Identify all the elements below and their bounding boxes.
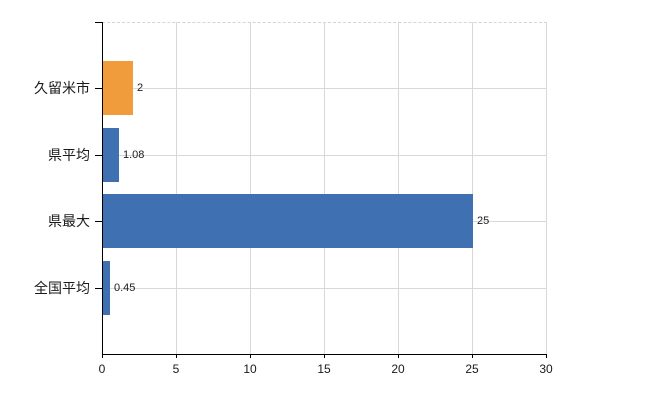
vertical-gridline xyxy=(472,22,473,354)
x-axis-line xyxy=(102,354,547,355)
vertical-gridline xyxy=(398,22,399,354)
y-axis-top-tick xyxy=(95,22,102,23)
x-axis-tick xyxy=(176,354,177,358)
value-label: 0.45 xyxy=(114,282,136,294)
x-axis-tick xyxy=(324,354,325,358)
vertical-gridline xyxy=(176,22,177,354)
y-axis-tick xyxy=(95,88,102,89)
category-label: 久留米市 xyxy=(34,80,90,96)
x-axis-tick xyxy=(398,354,399,358)
x-axis-tick-label: 20 xyxy=(391,362,405,376)
category-label: 県平均 xyxy=(48,147,90,163)
bar xyxy=(103,194,473,248)
x-axis-tick-label: 15 xyxy=(317,362,331,376)
x-axis-tick xyxy=(250,354,251,358)
value-label: 2 xyxy=(137,82,144,94)
category-label: 県最大 xyxy=(48,213,90,229)
x-axis-tick-label: 0 xyxy=(98,362,106,376)
value-label: 1.08 xyxy=(123,149,145,161)
x-axis-tick-label: 25 xyxy=(465,362,479,376)
bar xyxy=(103,128,119,182)
vertical-gridline xyxy=(324,22,325,354)
horizontal-gridline xyxy=(103,88,547,89)
x-axis-tick-label: 10 xyxy=(243,362,257,376)
x-axis-tick-label: 5 xyxy=(172,362,180,376)
y-axis-tick xyxy=(95,155,102,156)
category-label: 全国平均 xyxy=(34,280,90,296)
value-label: 25 xyxy=(477,215,490,227)
bar xyxy=(103,261,110,315)
x-axis-tick xyxy=(546,354,547,358)
y-axis-line xyxy=(102,22,103,355)
horizontal-gridline xyxy=(103,288,547,289)
x-axis-tick-label: 30 xyxy=(539,362,553,376)
horizontal-gridline xyxy=(103,155,547,156)
vertical-gridline xyxy=(546,22,547,354)
x-axis-tick xyxy=(102,354,103,358)
y-axis-tick xyxy=(95,288,102,289)
bar xyxy=(103,61,133,115)
vertical-gridline xyxy=(250,22,251,354)
y-axis-tick xyxy=(95,221,102,222)
x-axis-tick xyxy=(472,354,473,358)
